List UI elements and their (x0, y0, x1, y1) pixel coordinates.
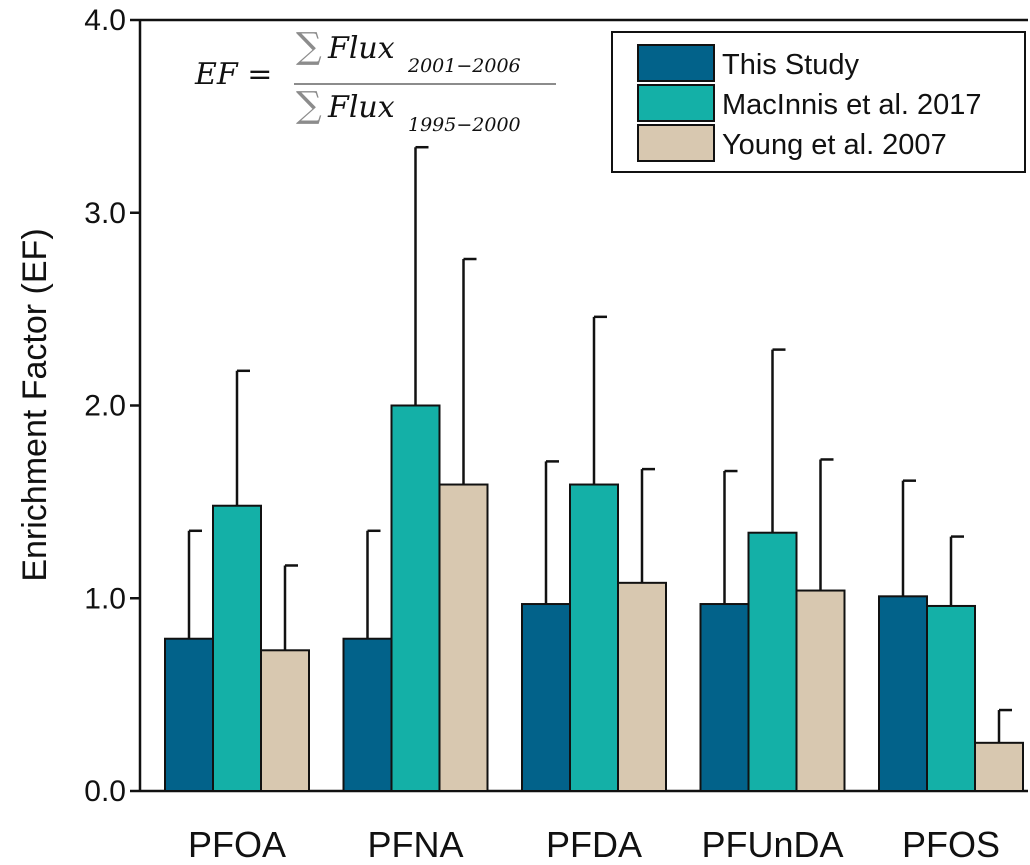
flux-denominator: Flux (327, 90, 395, 125)
bar (569, 483, 619, 792)
bar (617, 581, 667, 793)
legend-label: This Study (722, 49, 859, 81)
formula-annotation: EF = ∑ Flux 2001−2006 ∑ Flux 1995−2000 (194, 26, 556, 136)
legend-label: MacInnis et al. 2017 (722, 89, 982, 121)
y-tick-label: 4.0 (84, 4, 126, 37)
flux-numerator: Flux (327, 31, 395, 66)
bar (521, 603, 571, 792)
y-tick-label: 2.0 (84, 390, 126, 423)
bar (747, 531, 798, 793)
numerator-subscript: 2001−2006 (407, 55, 521, 77)
bars-layer (164, 145, 1024, 793)
x-category-label: PFNA (367, 824, 463, 865)
bar (390, 404, 441, 792)
legend-swatch (637, 44, 715, 82)
x-category-label: PFOA (188, 824, 286, 865)
formula-lhs: EF = (194, 57, 272, 92)
bar (260, 649, 310, 792)
y-tick-label: 3.0 (84, 197, 126, 230)
bar (164, 637, 214, 792)
bar (438, 483, 489, 792)
denominator-subscript: 1995−2000 (408, 114, 521, 136)
y-axis: 0.0 1.0 2.0 3.0 4.0 (84, 4, 1028, 808)
bar (699, 603, 750, 792)
bar (342, 637, 393, 792)
bar (212, 504, 262, 792)
sum-symbol-denominator: ∑ (296, 85, 322, 126)
bar (926, 604, 976, 793)
bar (795, 589, 846, 792)
y-tick-label: 0.0 (84, 775, 126, 808)
x-category-label: PFOS (902, 824, 1000, 865)
x-category-label: PFUnDA (701, 824, 843, 865)
legend-swatch (637, 124, 715, 162)
sum-symbol-numerator: ∑ (296, 26, 322, 67)
x-category-label: PFDA (546, 824, 642, 865)
y-tick-label: 1.0 (84, 582, 126, 615)
legend-swatch (637, 84, 715, 122)
y-axis-title: Enrichment Factor (EF) (16, 228, 54, 581)
bar (974, 741, 1024, 792)
x-axis-labels: PFOA PFNA PFDA PFUnDA PFOS (188, 824, 1000, 865)
legend: This Study MacInnis et al. 2017 Young et a… (611, 31, 1026, 173)
legend-label: Young et al. 2007 (722, 129, 947, 161)
bar (878, 595, 928, 793)
